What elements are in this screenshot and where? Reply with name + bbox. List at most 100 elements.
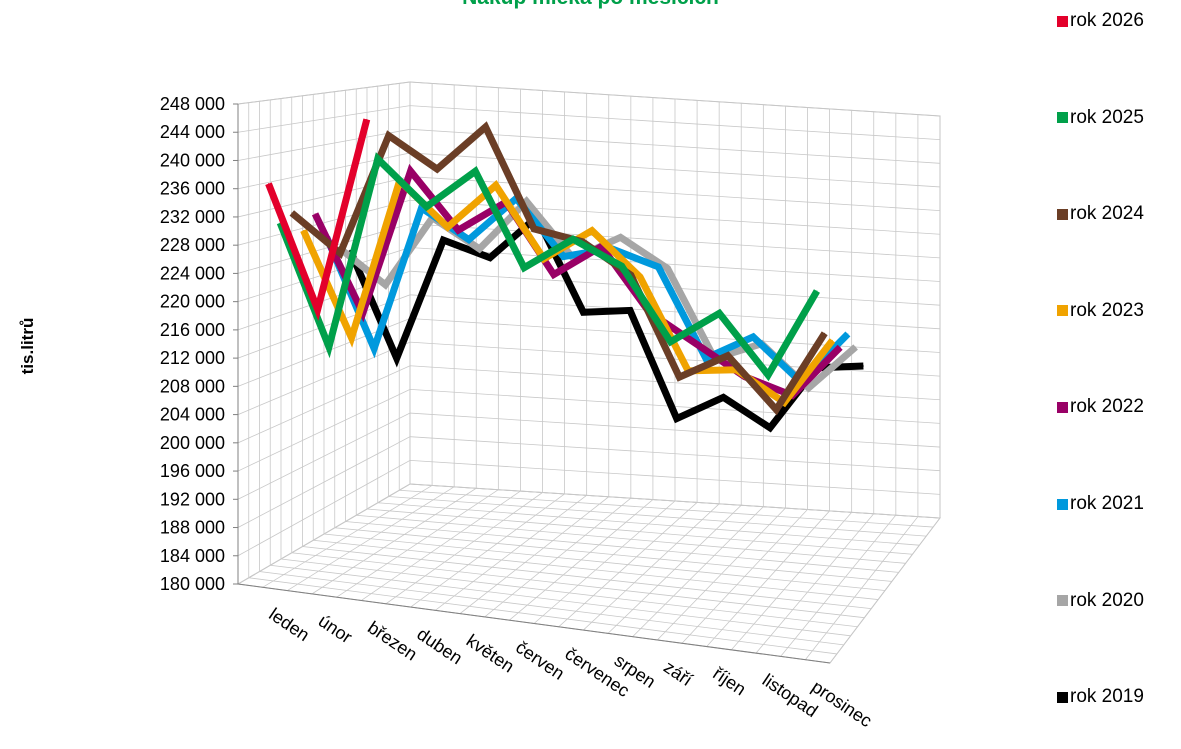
legend-swatch <box>1057 15 1068 27</box>
legend-label: rok 2024 <box>1070 203 1144 225</box>
y-tick-label: 196 000 <box>160 461 225 481</box>
data-point <box>396 357 398 359</box>
data-point <box>727 355 729 357</box>
chart-series <box>265 118 864 433</box>
data-point <box>339 252 341 254</box>
legend-swatch <box>1057 112 1068 124</box>
depth-gridline <box>409 82 941 519</box>
legend-swatch <box>1057 208 1068 220</box>
legend-label: rok 2021 <box>1070 493 1144 514</box>
depth-gridline <box>302 95 872 610</box>
y-tick-label: 188 000 <box>160 518 225 538</box>
data-point <box>302 229 304 231</box>
y-tick-label: 208 000 <box>160 376 225 396</box>
data-point <box>523 267 525 269</box>
legend-swatch <box>1057 401 1068 413</box>
data-point <box>373 348 375 350</box>
y-tick-label: 220 000 <box>160 292 225 312</box>
legend-item: rok 2023 <box>1057 299 1144 323</box>
legend-label: rok 2025 <box>1070 106 1144 128</box>
legend-label: rok 2023 <box>1070 299 1144 321</box>
x-tick-label: červen <box>512 637 568 684</box>
data-point <box>816 290 818 292</box>
legend-item: rok 2020 <box>1057 589 1144 613</box>
legend-item: rok 2024 <box>1057 202 1144 226</box>
data-point <box>442 239 444 241</box>
data-point <box>474 170 476 172</box>
x-tick-label: duben <box>413 624 466 669</box>
data-point <box>696 343 698 345</box>
data-point <box>533 228 535 230</box>
depth-gridline <box>248 102 837 655</box>
data-point <box>769 427 771 429</box>
x-tick-label: září <box>660 657 696 690</box>
data-point <box>410 170 412 172</box>
y-tick-label: 192 000 <box>160 489 225 509</box>
data-point <box>678 376 680 378</box>
data-point <box>831 339 833 341</box>
data-point <box>489 257 491 259</box>
data-point <box>629 309 631 311</box>
data-point <box>639 276 641 278</box>
y-tick-label: 236 000 <box>160 179 225 199</box>
data-point <box>667 267 669 269</box>
data-point <box>752 336 754 338</box>
x-tick-label: říjen <box>709 663 749 699</box>
legend-swatch <box>1057 305 1068 317</box>
data-point <box>436 168 438 170</box>
y-tick-label: 224 000 <box>160 263 225 283</box>
depth-gridline <box>269 99 851 637</box>
legend-label: rok 2026 <box>1070 10 1144 31</box>
data-point <box>349 249 351 251</box>
data-point <box>670 341 672 343</box>
legend-item: rok 2019 <box>1057 685 1144 709</box>
data-point <box>377 158 379 160</box>
data-point <box>676 418 678 420</box>
legend-swatch <box>1057 498 1068 510</box>
data-point <box>314 213 316 215</box>
data-point <box>366 118 368 120</box>
data-point <box>582 311 584 313</box>
data-point <box>426 206 428 208</box>
x-tick-label: květen <box>463 630 518 676</box>
data-point <box>420 207 422 209</box>
data-point <box>620 236 622 238</box>
data-point <box>775 409 777 411</box>
legend-item: rok 2022 <box>1057 395 1144 419</box>
y-tick-label: 216 000 <box>160 320 225 340</box>
series-line <box>346 211 864 433</box>
y-tick-label: 180 000 <box>160 574 225 594</box>
data-point <box>621 265 623 267</box>
x-tick-label: březen <box>364 617 421 664</box>
x-tick-label: únor <box>315 611 356 648</box>
data-point <box>291 212 293 214</box>
data-point <box>478 248 480 250</box>
depth-gridline <box>312 94 879 600</box>
legend-label: rok 2019 <box>1070 686 1144 708</box>
data-point <box>591 230 593 232</box>
data-point <box>722 396 724 398</box>
data-point <box>328 346 330 348</box>
data-point <box>388 135 390 137</box>
data-point <box>468 239 470 241</box>
y-tick-label: 200 000 <box>160 433 225 453</box>
data-point <box>824 332 826 334</box>
data-point <box>657 266 659 268</box>
x-tick-label: leden <box>265 604 313 645</box>
y-tick-label: 204 000 <box>160 405 225 425</box>
y-tick-label: 228 000 <box>160 235 225 255</box>
data-point <box>600 245 602 247</box>
depth-gridline <box>377 86 920 546</box>
chart-legend: rok 2026 rok 2025 rok 2024 rok 2023 rok 2022… <box>1057 0 1181 749</box>
data-point <box>563 256 565 258</box>
y-axis-ticks: 180 000 184 000 188 000 192 000 196 000 200 0… <box>160 94 238 594</box>
data-point <box>718 312 720 314</box>
chart-title: Nákup mléka po měsících <box>0 0 1181 10</box>
x-axis-line <box>237 583 831 664</box>
data-point <box>485 126 487 128</box>
data-point <box>553 274 555 276</box>
y-tick-label: 240 000 <box>160 150 225 170</box>
data-point <box>862 365 864 367</box>
series-line <box>289 121 828 416</box>
